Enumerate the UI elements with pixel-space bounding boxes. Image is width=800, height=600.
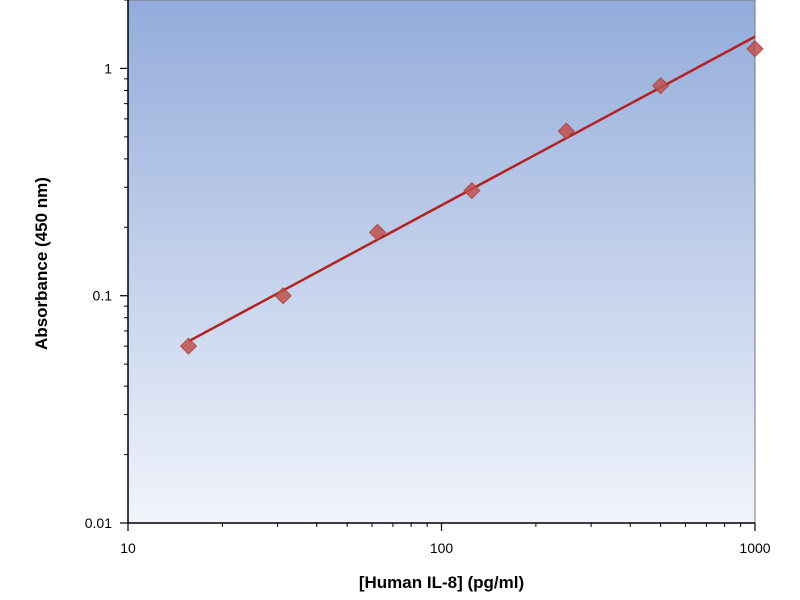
data-point — [746, 40, 764, 58]
data-point — [179, 337, 198, 355]
data-point — [652, 77, 670, 95]
x-tick-label: 10 — [120, 540, 136, 556]
y-axis-title: Absorbance (450 nm) — [32, 177, 51, 350]
plot-area — [127, 0, 756, 524]
y-tick-label: 1 — [104, 60, 112, 76]
data-points — [179, 40, 764, 355]
y-tick-label: 0.1 — [93, 288, 113, 304]
x-tick-label: 1000 — [739, 540, 770, 556]
y-tick-label: 0.01 — [85, 515, 112, 531]
x-axis-title: [Human IL-8] (pg/ml) — [359, 573, 524, 592]
data-point — [557, 122, 575, 140]
data-point — [463, 182, 481, 200]
y-tick-labels: 0.01 0.1 1 — [85, 60, 112, 531]
data-point — [368, 223, 387, 241]
data-point — [274, 287, 292, 305]
x-tick-label: 100 — [430, 540, 454, 556]
major-ticks — [120, 67, 756, 531]
x-tick-labels: 10 100 1000 — [120, 540, 771, 556]
